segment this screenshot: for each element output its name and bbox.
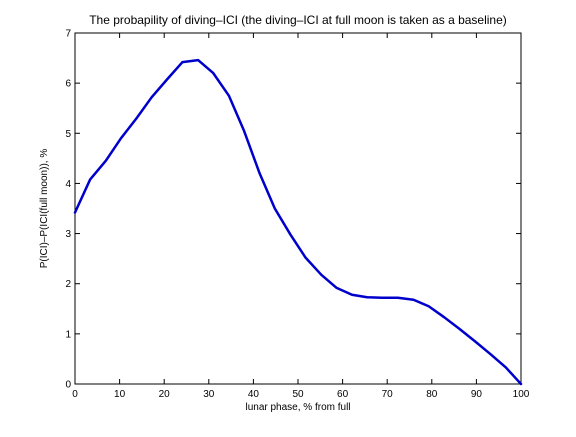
y-tick-label: 0: [65, 380, 71, 391]
y-tick-label: 6: [65, 79, 71, 90]
y-tick-label: 4: [65, 179, 71, 190]
y-axis-label: P(ICI)–P(ICI(full moon)), %: [39, 149, 50, 269]
tick-labels: 0 10 20 30 40 50 60 70 80 90 100 0 1 2 3 4 5 6 7: [65, 29, 529, 401]
x-tick-label: 40: [248, 389, 260, 400]
y-tick-label: 3: [65, 229, 71, 240]
series-line: [73, 58, 523, 386]
x-axis-label: lunar phase, % from full: [245, 402, 350, 413]
x-tick-label: 10: [114, 389, 126, 400]
y-tick-label: 1: [65, 329, 71, 340]
y-tick-label: 5: [65, 129, 71, 140]
y-tick-label: 2: [65, 279, 71, 290]
chart-title: The probapility of diving–ICI (the divin…: [89, 13, 507, 27]
x-tick-label: 100: [513, 389, 530, 400]
y-tick-label: 7: [65, 29, 71, 40]
x-tick-label: 30: [203, 389, 215, 400]
x-tick-label: 20: [159, 389, 171, 400]
x-tick-label: 90: [471, 389, 483, 400]
x-tick-label: 0: [72, 389, 78, 400]
x-tick-label: 50: [292, 389, 304, 400]
x-tick-label: 70: [382, 389, 394, 400]
x-tick-label: 60: [337, 389, 349, 400]
x-tick-label: 80: [426, 389, 438, 400]
